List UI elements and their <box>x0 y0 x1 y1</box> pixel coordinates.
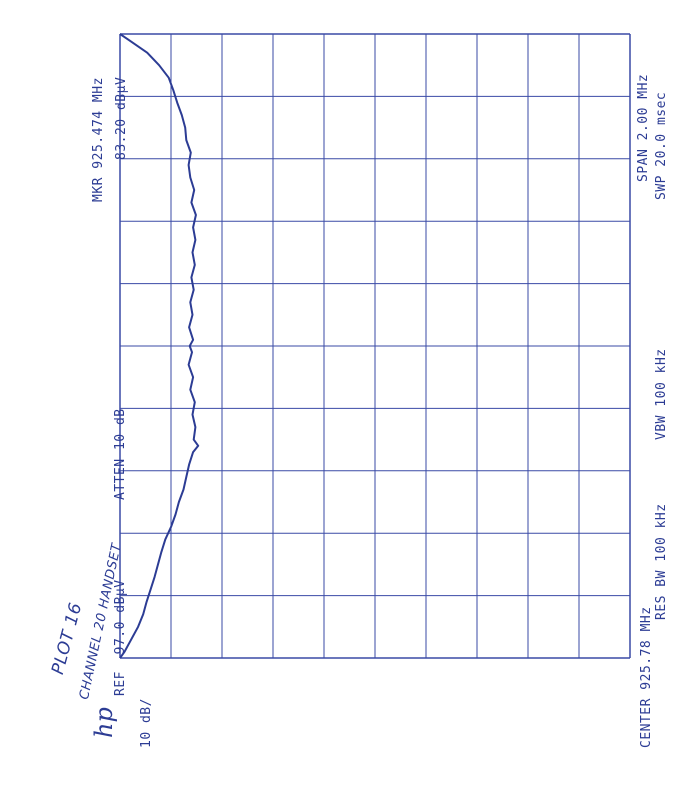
atten-label: ATTEN 10 dB <box>113 408 128 500</box>
span-label: SPAN 2.00 MHz <box>636 73 651 182</box>
marker-frequency: MKR 925.474 MHz <box>91 77 106 202</box>
hp-logo: hp <box>90 707 118 738</box>
sweep-label: SWP 20.0 msec <box>654 91 669 200</box>
spectrum-trace <box>119 33 200 659</box>
hp-logo-text: hp <box>90 707 118 738</box>
center-frequency: CENTER 925.78 MHz <box>639 606 654 748</box>
vbw-label: VBW 100 kHz <box>654 348 669 440</box>
plot-grid <box>119 33 631 659</box>
marker-level: 83.20 dBµV <box>114 76 129 160</box>
res-bw-label: RES BW 100 kHz <box>654 503 669 620</box>
scale-label: 10 dB/ <box>139 698 154 748</box>
ref-level-label: REF 97.0 dBµV <box>113 579 128 696</box>
